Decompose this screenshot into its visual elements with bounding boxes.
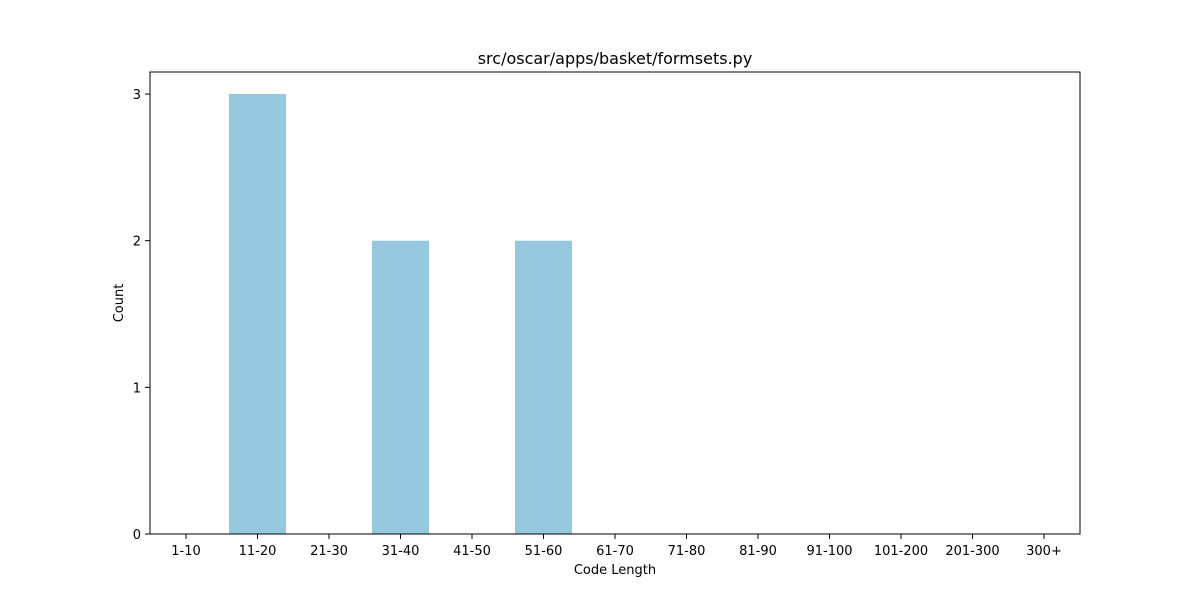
plot-frame: [149, 71, 1081, 535]
x-tick-label: 21-30: [310, 544, 348, 559]
x-tick-label: 11-20: [239, 544, 277, 559]
x-tick-label: 61-70: [596, 544, 634, 559]
chart-title: src/oscar/apps/basket/formsets.py: [478, 49, 753, 68]
bars: [229, 94, 572, 535]
y-axis-ticks: 0 1 2 3: [133, 88, 150, 543]
bar-51-60: [515, 240, 572, 535]
x-tick-label: 71-80: [668, 544, 706, 559]
x-tick-label: 300+: [1026, 544, 1062, 559]
bar-31-40: [372, 240, 429, 535]
y-tick-label: 0: [133, 528, 141, 543]
x-tick-label: 81-90: [739, 544, 777, 559]
y-tick-label: 3: [133, 88, 141, 103]
x-axis-label: Code Length: [574, 563, 656, 578]
x-tick-label: 41-50: [453, 544, 491, 559]
x-tick-label: 91-100: [806, 544, 852, 559]
x-tick-label: 51-60: [525, 544, 563, 559]
bar-11-20: [229, 94, 286, 534]
x-tick-label: 201-300: [945, 544, 999, 559]
y-tick-label: 2: [133, 235, 141, 250]
x-tick-label: 1-10: [171, 544, 201, 559]
x-axis-ticks: 1-10 11-20 21-30 31-40 41-50 51-60 61-70 71-80 8…: [171, 534, 1062, 559]
x-tick-label: 101-200: [874, 544, 928, 559]
y-tick-label: 1: [133, 381, 141, 396]
x-tick-label: 31-40: [382, 544, 420, 559]
y-axis-label: Count: [112, 284, 127, 323]
